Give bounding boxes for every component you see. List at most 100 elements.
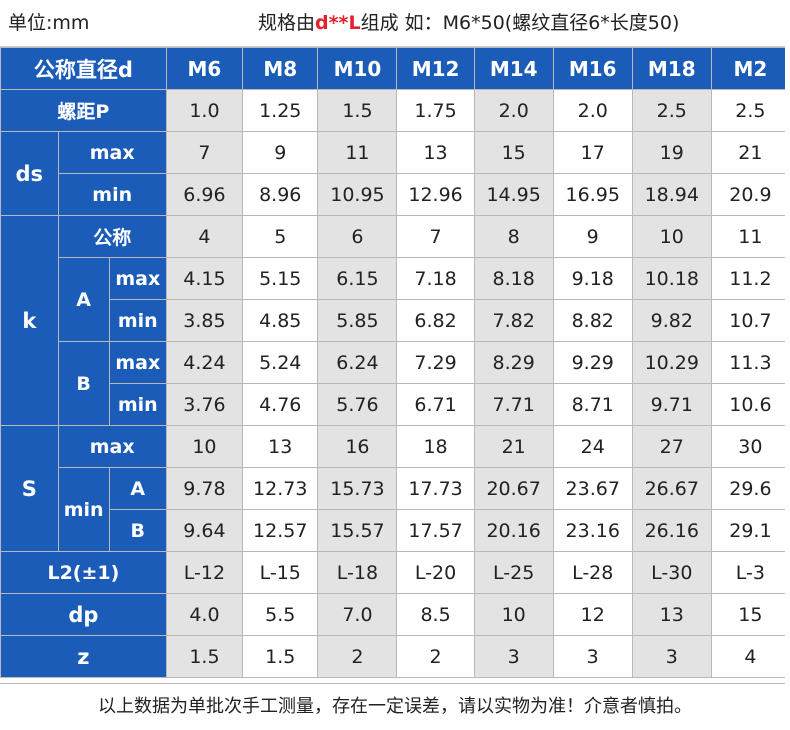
table-cell: 10 bbox=[631, 215, 712, 258]
table-cell: 19 bbox=[631, 131, 712, 174]
row-label-ds: ds bbox=[0, 131, 59, 216]
table-cell: 2.5 bbox=[631, 89, 712, 132]
table-cell: 8.5 bbox=[396, 593, 475, 636]
table-cell: 6.24 bbox=[317, 341, 398, 384]
table-cell: 15.57 bbox=[317, 509, 398, 552]
table-cell: 17.73 bbox=[396, 467, 475, 510]
spec-suffix: 组成 如：M6*50(螺纹直径6*长度50) bbox=[360, 12, 680, 34]
table-cell: 18.94 bbox=[631, 173, 712, 216]
table-cell: 7.82 bbox=[473, 299, 554, 342]
table-cell: L-30 bbox=[631, 551, 712, 594]
table-cell: 3 bbox=[631, 635, 712, 678]
table-cell: 17.57 bbox=[396, 509, 475, 552]
sub-label-max: max bbox=[57, 425, 167, 468]
sub-label-min: min bbox=[108, 383, 167, 426]
table-cell: 10.18 bbox=[631, 257, 712, 300]
spec-table: 公称直径d M6 M8 M10 M12 M14 M16 M18 M2 螺距P 1.0 1.25 1.5 1… bbox=[0, 47, 790, 678]
table-cell: 7 bbox=[396, 215, 475, 258]
table-cell: 2 bbox=[317, 635, 398, 678]
table-cell: 13 bbox=[396, 131, 475, 174]
table-cell: 10 bbox=[165, 425, 244, 468]
table-cell: 3 bbox=[473, 635, 554, 678]
table-cell: 10.29 bbox=[631, 341, 712, 384]
sub-label-max: max bbox=[108, 341, 167, 384]
table-cell: 6 bbox=[317, 215, 398, 258]
table-cell: 24 bbox=[552, 425, 633, 468]
table-cell: 21 bbox=[473, 425, 554, 468]
table-cell: 8.71 bbox=[552, 383, 633, 426]
sub-label-a: A bbox=[57, 257, 110, 342]
table-row: ds max 7 9 11 13 15 17 19 21 bbox=[0, 131, 790, 216]
spec-prefix: 规格由 bbox=[258, 12, 316, 34]
table-cell: 26.67 bbox=[631, 467, 712, 510]
table-cell: 1.75 bbox=[396, 89, 475, 132]
spec-note: 规格由d**L组成 如：M6*50(螺纹直径6*长度50) bbox=[258, 0, 679, 46]
table-cell: L-12 bbox=[165, 551, 244, 594]
table-cell: 9.18 bbox=[552, 257, 633, 300]
table-cell: L-3 bbox=[710, 551, 790, 594]
table-cell: 9.29 bbox=[552, 341, 633, 384]
table-cell: 1.5 bbox=[165, 635, 244, 678]
col-header-size: M14 bbox=[473, 47, 554, 90]
table-row: 公称直径d M6 M8 M10 M12 M14 M16 M18 M2 bbox=[0, 47, 790, 90]
table-cell: 13 bbox=[242, 425, 319, 468]
table-cell: 3 bbox=[552, 635, 633, 678]
sub-label-nominal: 公称 bbox=[57, 215, 167, 258]
table-cell: 4.76 bbox=[242, 383, 319, 426]
sub-label-max: max bbox=[108, 257, 167, 300]
table-cell: 17 bbox=[552, 131, 633, 174]
table-cell: 6.71 bbox=[396, 383, 475, 426]
table-row: min A 9.78 12.73 15.73 17.73 20.67 23.67 26.67 29… bbox=[1, 467, 790, 552]
sub-label-min: min bbox=[57, 467, 110, 552]
table-cell: 12.73 bbox=[242, 467, 319, 510]
table-cell: 1.25 bbox=[242, 89, 319, 132]
table-cell: 15.73 bbox=[317, 467, 398, 510]
col-header-size: M18 bbox=[631, 47, 712, 90]
table-cell: 9.78 bbox=[165, 467, 244, 510]
table-cell: 10 bbox=[473, 593, 554, 636]
row-label-dp: dp bbox=[0, 593, 167, 636]
table-cell: 10.95 bbox=[317, 173, 398, 216]
sub-label-min: min bbox=[108, 299, 167, 342]
table-cell: 4.15 bbox=[165, 257, 244, 300]
table-cell: 6.15 bbox=[317, 257, 398, 300]
table-cell: 6.82 bbox=[396, 299, 475, 342]
table-cell: 2.5 bbox=[710, 89, 790, 132]
table-cell: 3.76 bbox=[165, 383, 244, 426]
row-label-s: S bbox=[0, 425, 59, 552]
row-label-k: k bbox=[0, 215, 59, 426]
row-label-z: z bbox=[0, 635, 167, 678]
sub-label-a: A bbox=[108, 467, 167, 510]
table-cell: 7.71 bbox=[473, 383, 554, 426]
table-cell: 29.6 bbox=[710, 467, 790, 510]
table-cell: 2.0 bbox=[473, 89, 554, 132]
unit-label: 单位:mm bbox=[8, 12, 90, 34]
table-cell: 8.82 bbox=[552, 299, 633, 342]
table-cell: 11.3 bbox=[710, 341, 790, 384]
table-cell: 11 bbox=[710, 215, 790, 258]
table-cell: L-28 bbox=[552, 551, 633, 594]
table-cell: 8.96 bbox=[242, 173, 319, 216]
table-cell: 26.16 bbox=[631, 509, 712, 552]
table-cell: 9 bbox=[242, 131, 319, 174]
table-cell: 4.85 bbox=[242, 299, 319, 342]
table-cell: 5.15 bbox=[242, 257, 319, 300]
table-row: min 6.96 8.96 10.95 12.96 14.95 16.95 18.94 20.9 bbox=[1, 173, 790, 216]
table-cell: 21 bbox=[710, 131, 790, 174]
right-edge bbox=[785, 0, 790, 730]
table-cell: 20.67 bbox=[473, 467, 554, 510]
col-header-size: M2 bbox=[710, 47, 790, 90]
table-cell: 30 bbox=[710, 425, 790, 468]
table-cell: 11.2 bbox=[710, 257, 790, 300]
table-cell: 29.1 bbox=[710, 509, 790, 552]
table-row: 螺距P 1.0 1.25 1.5 1.75 2.0 2.0 2.5 2.5 bbox=[0, 89, 790, 132]
table-cell: 4 bbox=[710, 635, 790, 678]
table-cell: 12.96 bbox=[396, 173, 475, 216]
table-cell: 13 bbox=[631, 593, 712, 636]
col-header-size: M8 bbox=[242, 47, 319, 90]
disclaimer: 以上数据为单批次手工测量，存在一定误差，请以实物为准！介意者慎拍。 bbox=[0, 683, 790, 730]
header-bar: 单位:mm 规格由d**L组成 如：M6*50(螺纹直径6*长度50) bbox=[0, 0, 790, 47]
